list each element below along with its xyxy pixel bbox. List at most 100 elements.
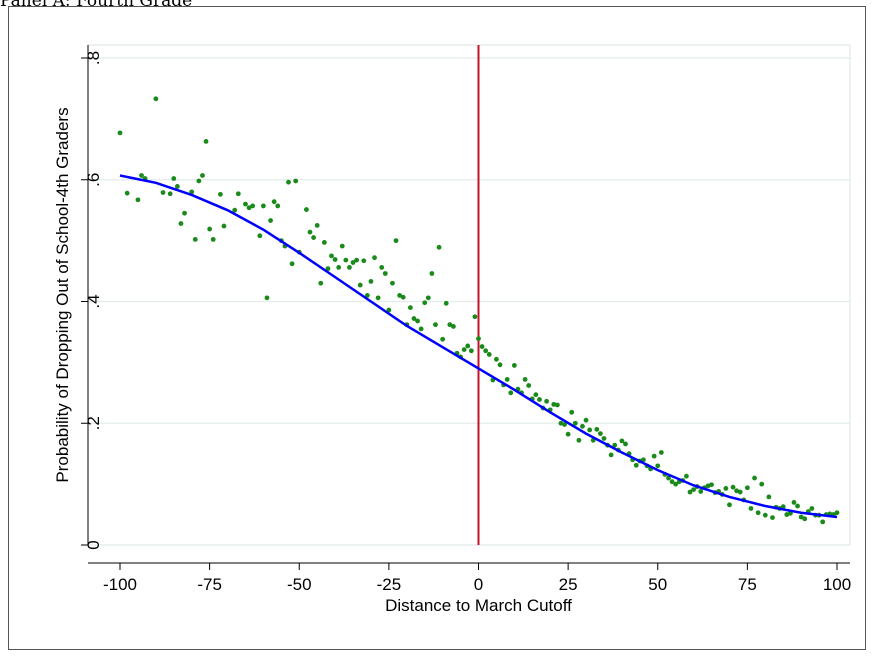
x-tick-label: -100 [103, 575, 137, 594]
y-tick-label: .6 [84, 173, 103, 187]
data-point [755, 510, 761, 516]
data-point [522, 377, 528, 382]
data-point [572, 420, 578, 426]
data-point [203, 138, 209, 144]
data-point [504, 377, 510, 382]
y-tick-label: 0 [84, 540, 103, 549]
data-point [350, 260, 356, 265]
data-point [562, 422, 567, 427]
data-point [651, 453, 657, 459]
data-point [795, 503, 800, 509]
data-point [293, 178, 299, 184]
data-point [633, 462, 639, 468]
data-point [447, 322, 453, 328]
data-point [580, 423, 585, 429]
data-point [275, 203, 281, 209]
data-point [339, 243, 345, 249]
data-point [167, 191, 173, 197]
data-point [612, 442, 618, 448]
data-point [354, 257, 360, 263]
data-point [250, 203, 256, 209]
data-point [526, 383, 532, 388]
data-point [587, 427, 593, 433]
data-point [314, 223, 320, 228]
data-point [336, 265, 342, 270]
data-point [687, 489, 693, 495]
x-tick-label: 25 [559, 575, 578, 594]
data-point [418, 326, 424, 332]
data-point [361, 258, 367, 264]
y-tick-label: .2 [84, 416, 103, 430]
data-point [669, 479, 675, 485]
data-point [210, 237, 216, 242]
x-tick-label: -75 [197, 575, 222, 594]
data-point [425, 295, 431, 301]
data-point [533, 392, 539, 398]
data-point [762, 512, 768, 518]
data-point [597, 431, 603, 436]
data-point [332, 257, 338, 262]
data-point [433, 322, 438, 328]
data-point [257, 233, 263, 239]
data-point [304, 207, 309, 212]
data-point [182, 210, 187, 216]
data-point [440, 336, 446, 342]
data-point [451, 324, 456, 329]
data-point [752, 475, 757, 481]
data-point [189, 189, 195, 195]
data-point [357, 282, 363, 288]
x-tick-label: 50 [648, 575, 667, 594]
data-point [576, 437, 582, 443]
data-point [372, 255, 377, 261]
data-point [443, 300, 449, 306]
data-point [770, 515, 775, 521]
data-point [390, 280, 395, 286]
data-point [221, 223, 227, 229]
data-point [411, 316, 417, 321]
data-point [171, 176, 177, 181]
data-point [709, 482, 714, 488]
x-tick-label: 100 [823, 575, 851, 594]
data-point [311, 235, 316, 240]
data-point [368, 279, 374, 284]
data-point [268, 218, 273, 223]
data-point [684, 473, 689, 479]
data-point [511, 363, 517, 368]
data-point [153, 96, 159, 102]
data-point [397, 293, 403, 298]
data-point [608, 452, 614, 458]
data-point [623, 441, 628, 447]
data-point [135, 197, 141, 203]
data-point [386, 307, 392, 313]
data-point [429, 271, 435, 276]
data-point [271, 199, 277, 205]
data-point [422, 300, 428, 306]
data-point [601, 436, 607, 441]
data-point [246, 205, 252, 211]
data-point [594, 426, 600, 432]
data-point [400, 294, 406, 300]
x-axis-title: Distance to March Cutoff [385, 596, 572, 615]
data-point [343, 257, 349, 263]
data-point [436, 244, 442, 250]
data-point [508, 390, 514, 396]
data-point [727, 502, 732, 508]
data-point [461, 347, 467, 352]
data-point [802, 516, 808, 522]
data-point [494, 356, 499, 362]
data-point [780, 504, 786, 510]
data-point [235, 191, 241, 197]
data-point [655, 463, 661, 469]
data-point [766, 494, 772, 500]
data-point [483, 348, 489, 354]
x-tick-label: -25 [377, 575, 402, 594]
data-point [261, 203, 266, 209]
data-point [124, 190, 130, 196]
data-point [551, 401, 557, 407]
y-axis-title: Probability of Dropping Out of School-4t… [53, 107, 72, 482]
data-point [544, 398, 550, 404]
data-point [737, 489, 743, 495]
data-point [207, 226, 213, 232]
data-point [791, 499, 797, 505]
data-point [117, 130, 123, 136]
